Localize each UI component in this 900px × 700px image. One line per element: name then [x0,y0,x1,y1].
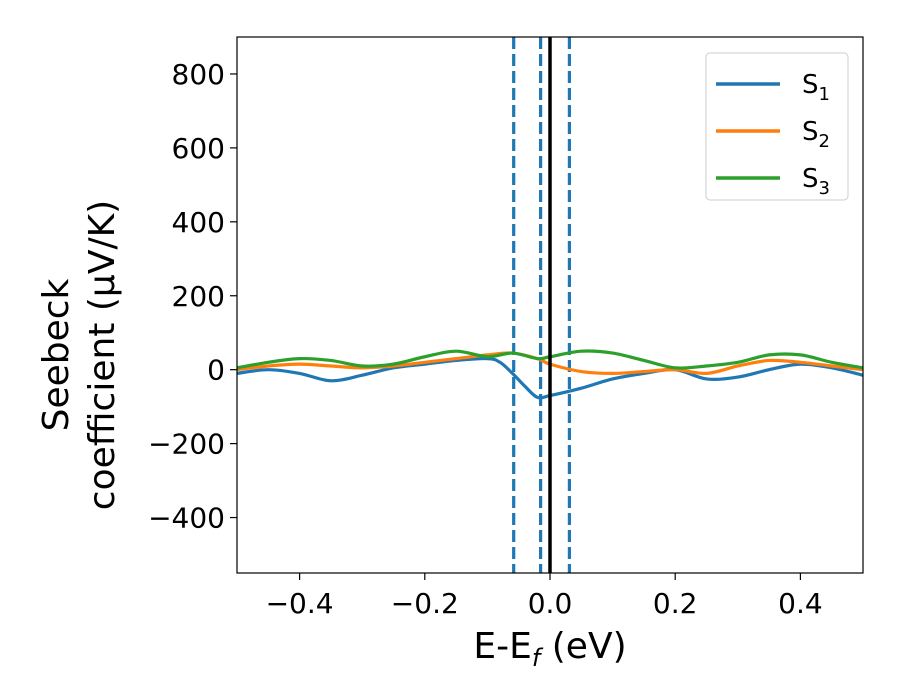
y-axis-label-line2: coefficient (μV/K) [82,200,123,510]
series-line-s3 [237,349,863,370]
x-axis-label: E-Ef (eV) [473,626,626,672]
legend-label-s3: S3 [802,164,830,199]
x-tick-label: −0.2 [391,587,459,620]
x-axis-label-unit: (eV) [540,626,626,667]
y-tick-label: 0 [207,354,225,387]
y-axis-ticks: −400 −200 0 200 400 600 800 [148,58,237,535]
legend-label-s2: S2 [802,117,830,152]
x-tick-label: −0.4 [266,587,334,620]
vertical-lines [512,37,572,573]
y-tick-label: 600 [172,132,225,165]
x-axis-ticks: −0.4 −0.2 0.0 0.2 0.4 [266,573,823,620]
x-tick-label: 0.4 [778,587,823,620]
legend-label-s1: S1 [802,70,830,105]
series-line-s1 [237,356,863,400]
x-tick-label: 0.2 [653,587,698,620]
y-axis-label-line1: Seebeck [36,278,77,431]
y-tick-label: 200 [172,280,225,313]
legend: S1 S2 S3 [705,52,849,201]
y-tick-label: 400 [172,206,225,239]
series-line-s2 [237,351,863,376]
y-tick-label: −400 [148,502,225,535]
y-tick-label: −200 [148,428,225,461]
legend-box [705,52,849,201]
series-lines [237,37,863,573]
y-tick-label: 800 [172,58,225,91]
x-axis-label-main: E-E [473,626,531,667]
x-tick-label: 0.0 [528,587,573,620]
